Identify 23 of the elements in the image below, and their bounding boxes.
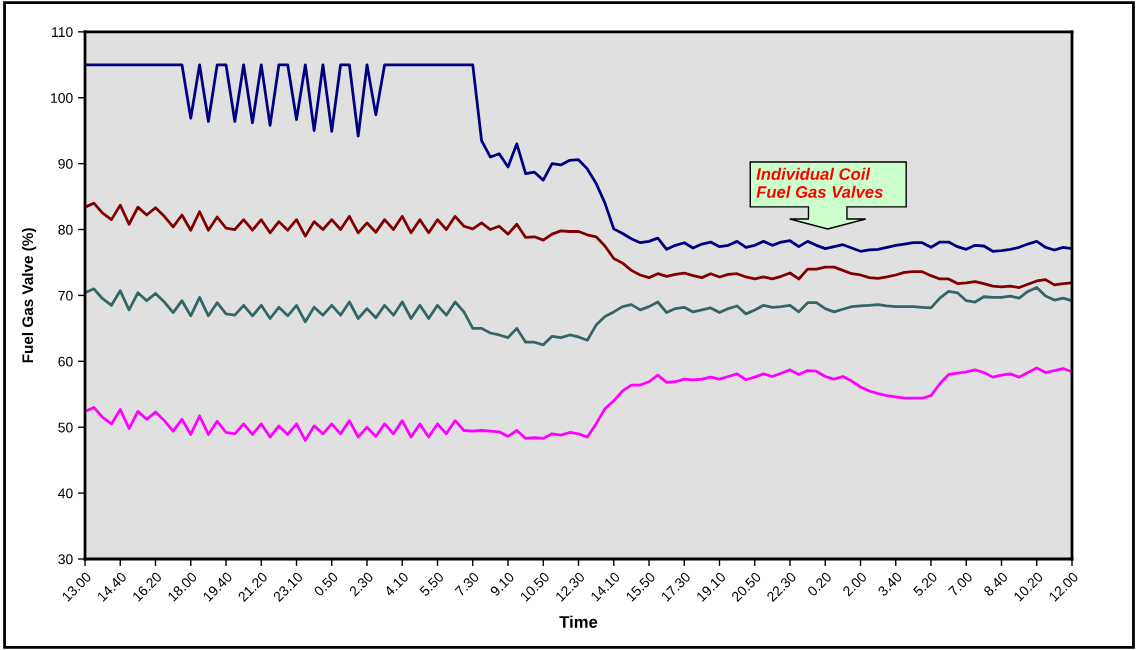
y-tick-label: 100 xyxy=(51,93,73,103)
annotation: Individual Coil Fuel Gas Valves xyxy=(756,167,883,198)
x-tick-label: 3.40 xyxy=(877,571,903,597)
x-tick-label: 8.40 xyxy=(983,571,1009,597)
y-tick-label: 30 xyxy=(58,554,73,565)
line-series xyxy=(85,366,1072,442)
x-tick-label: 0.50 xyxy=(313,571,339,597)
line-series xyxy=(85,286,1072,347)
y-tick-label: 70 xyxy=(58,290,73,301)
y-tick-label: 80 xyxy=(58,224,73,235)
y-tick-label: 40 xyxy=(58,488,73,499)
y-axis-title: Fuel Gas Valve (%) xyxy=(21,228,37,363)
y-tick-label: 110 xyxy=(52,27,73,38)
y-tick-label: 90 xyxy=(58,158,73,169)
y-tick-label: 60 xyxy=(58,356,73,367)
line-series xyxy=(85,201,1072,289)
x-tick-label: 7.30 xyxy=(454,571,480,597)
x-tick-label: 7.00 xyxy=(947,571,974,597)
x-axis-title: Time xyxy=(559,615,598,628)
y-tick-label: 50 xyxy=(58,422,73,433)
x-tick-label: 5.50 xyxy=(419,571,445,597)
x-tick-label: 4.10 xyxy=(383,571,410,597)
line-series xyxy=(85,63,1072,253)
